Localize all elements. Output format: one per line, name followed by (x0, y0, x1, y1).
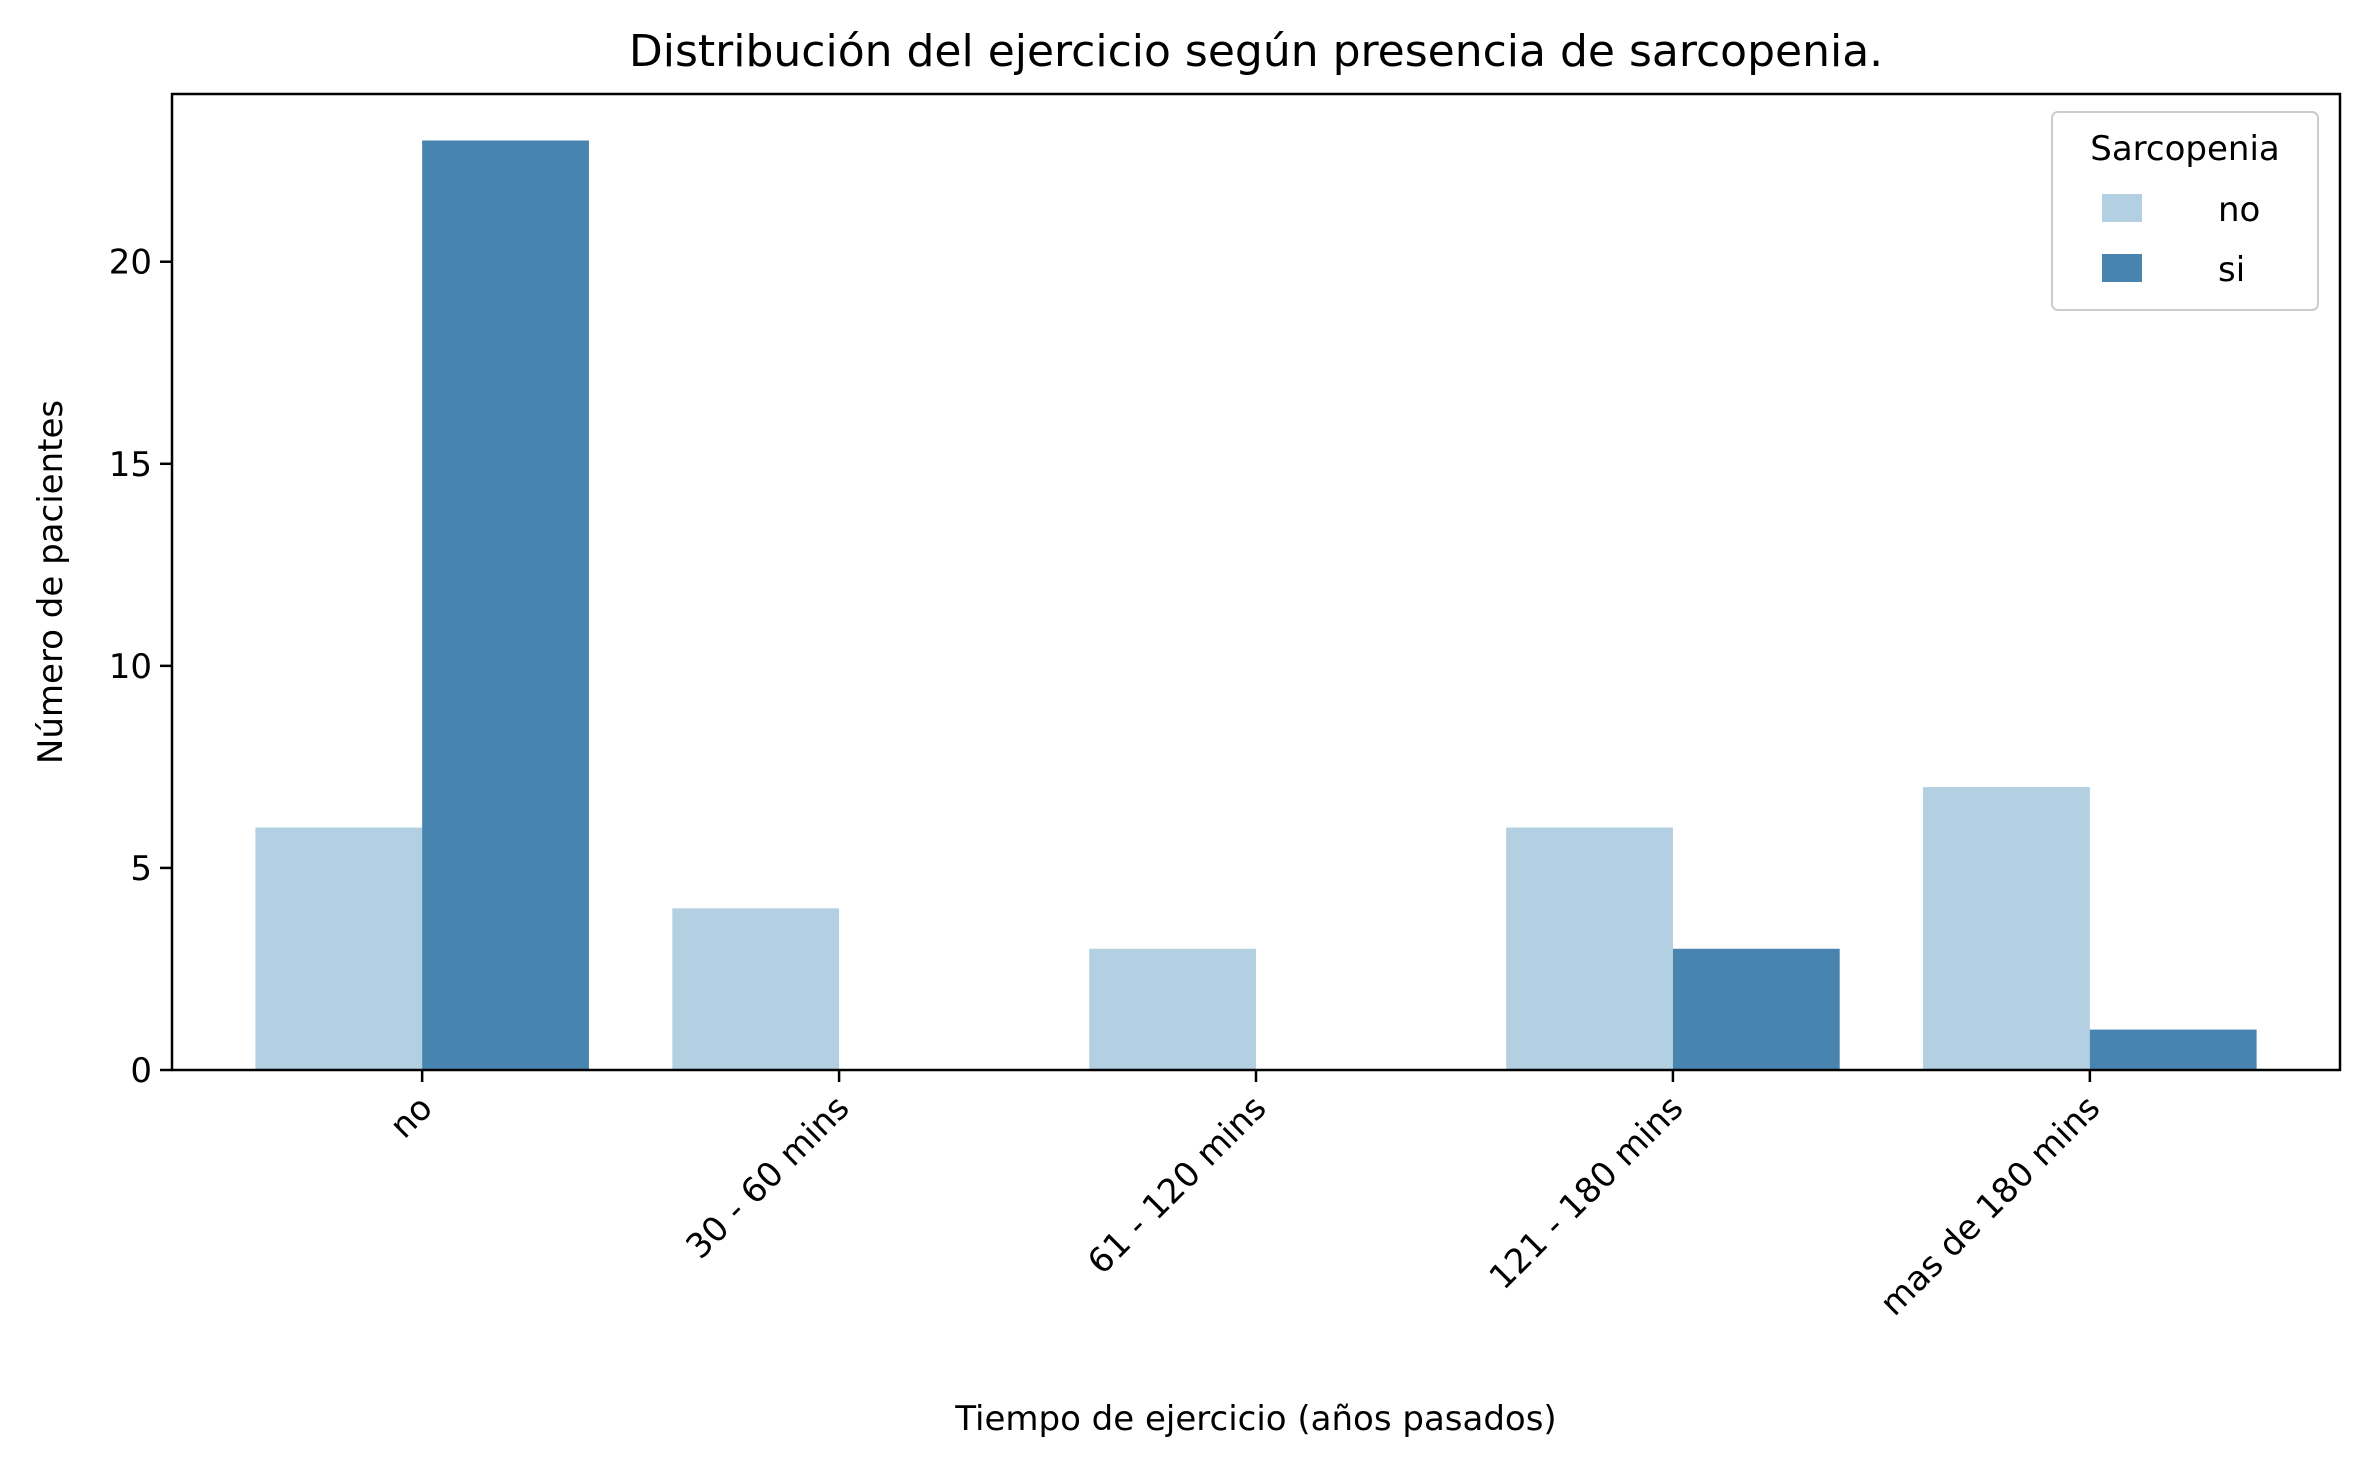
legend-swatch-si (2102, 254, 2142, 282)
x-tick-label: no (382, 1088, 440, 1146)
y-tick-label: 20 (109, 243, 152, 283)
legend-swatch-no (2102, 194, 2142, 222)
y-axis-label: Número de pacientes (31, 400, 71, 764)
y-tick-label: 0 (130, 1051, 152, 1091)
x-tick-label: 121 - 180 mins (1482, 1088, 1692, 1298)
legend-label-no: no (2218, 190, 2260, 230)
bar-si-3 (1672, 948, 1840, 1070)
legend-label-si: si (2218, 250, 2245, 290)
bar-si-4 (2089, 1029, 2257, 1070)
y-tick-label: 5 (130, 849, 152, 889)
bar-no-1 (672, 908, 840, 1070)
x-axis-label: Tiempo de ejercicio (años pasados) (954, 1399, 1556, 1439)
x-axis: no 30 - 60 mins 61 - 120 mins 121 - 180 min… (382, 1070, 2108, 1324)
bars-layer (255, 140, 2257, 1070)
legend-title: Sarcopenia (2090, 129, 2279, 169)
x-tick-label: 61 - 120 mins (1080, 1088, 1274, 1282)
legend: Sarcopenia no si (2051, 111, 2319, 311)
bar-no-4 (1923, 787, 2090, 1070)
bar-si-0 (422, 140, 589, 1070)
bar-no-2 (1089, 948, 1256, 1070)
x-tick-label: mas de 180 mins (1873, 1088, 2109, 1324)
bar-no-0 (255, 827, 423, 1070)
y-axis: 0 5 10 15 20 (109, 243, 172, 1091)
bar-no-3 (1506, 827, 1673, 1070)
chart-title: Distribución del ejercicio según presenc… (629, 26, 1883, 77)
y-tick-label: 10 (109, 647, 152, 687)
y-tick-label: 15 (109, 445, 152, 485)
x-tick-label: 30 - 60 mins (678, 1088, 857, 1267)
